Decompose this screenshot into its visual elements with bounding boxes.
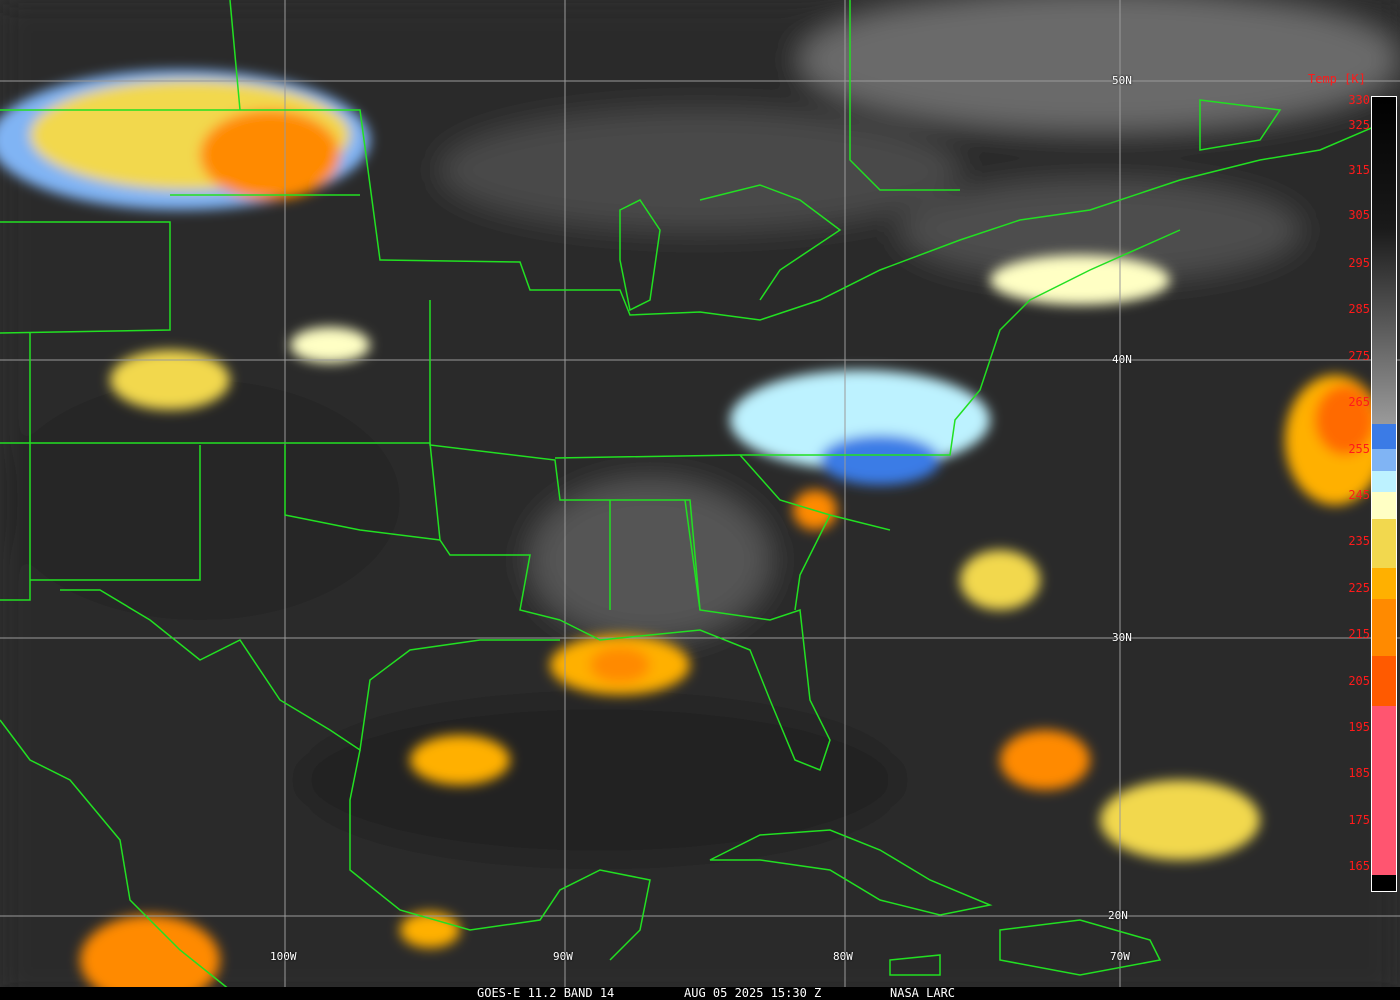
colorbar-gray-ramp [1372,97,1396,424]
cloud-tops [0,70,1385,1000]
lat-label-20n: 20N [1108,909,1128,922]
colorbar-tick-label: 215 [1348,627,1370,641]
colorbar-seg-blue [1372,424,1396,449]
colorbar-seg-pale-yellow [1372,492,1396,519]
lon-label-70w: 70W [1110,950,1130,963]
colorbar-tick-label: 225 [1348,581,1370,595]
colorbar-tick-label: 195 [1348,720,1370,734]
colorbar-tick-label: 285 [1348,302,1370,316]
colorbar-tick-label: 295 [1348,256,1370,270]
lon-label-100w: 100W [270,950,297,963]
colorbar-tick-label: 325 [1348,118,1370,132]
colorbar-tick-label: 245 [1348,488,1370,502]
lat-label-50n: 50N [1112,74,1132,87]
temperature-colorbar [1371,96,1397,892]
colorbar-tick-label: 265 [1348,395,1370,409]
colorbar-tick-label: 275 [1348,349,1370,363]
caption-satellite: GOES-E 11.2 BAND 14 [477,986,615,1000]
caption-datetime: AUG 05 2025 15:30 Z [684,986,822,1000]
lon-label-90w: 90W [553,950,573,963]
colorbar-seg-red-orange [1372,656,1396,706]
colorbar-tick-label: 305 [1348,208,1370,222]
caption-bar: GOES-E 11.2 BAND 14 AUG 05 2025 15:30 Z NA… [0,987,1400,1000]
colorbar-seg-light-blue [1372,449,1396,471]
colorbar-tick-label: 205 [1348,674,1370,688]
colorbar-title: Temp [K] [1308,72,1366,86]
colorbar-tick-label: 165 [1348,859,1370,873]
lon-label-80w: 80W [833,950,853,963]
lat-label-40n: 40N [1112,353,1132,366]
colorbar-seg-yellow [1372,519,1396,568]
colorbar-seg-amber [1372,568,1396,599]
colorbar-seg-orange [1372,599,1396,656]
colorbar-tick-label: 235 [1348,534,1370,548]
caption-source: NASA LARC [890,986,956,1000]
colorbar-seg-pale-cyan [1372,471,1396,492]
colorbar-tick-label: 185 [1348,766,1370,780]
colorbar-tick-label: 255 [1348,442,1370,456]
colorbar-tick-label: 315 [1348,163,1370,177]
colorbar-seg-pink [1372,706,1396,875]
colorbar-tick-label: 330 [1348,93,1370,107]
colorbar-tick-label: 175 [1348,813,1370,827]
lat-label-30n: 30N [1112,631,1132,644]
